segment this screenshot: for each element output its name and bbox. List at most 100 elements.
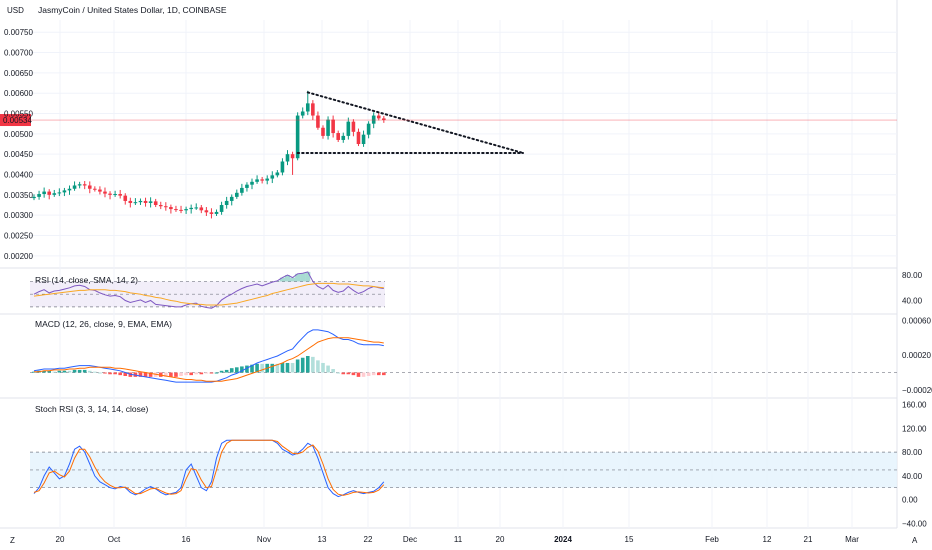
stoch-tick-label: 160.00 bbox=[902, 401, 927, 410]
macd-histogram-bar bbox=[326, 365, 330, 373]
macd-histogram-bar bbox=[311, 356, 315, 373]
candle-body bbox=[326, 119, 330, 136]
candle-body bbox=[37, 194, 41, 197]
candle-body bbox=[209, 212, 214, 214]
macd-histogram-bar bbox=[229, 368, 234, 373]
macd-histogram-bar bbox=[295, 359, 300, 373]
macd-histogram-bar bbox=[108, 372, 112, 375]
stoch-tick-label: 80.00 bbox=[902, 448, 923, 457]
candle-body bbox=[260, 179, 264, 181]
price-tick-label: 0.00650 bbox=[4, 69, 33, 78]
main-chart-title: JasmyCoin / United States Dollar, 1D, CO… bbox=[38, 5, 227, 15]
price-tick-label: 0.00250 bbox=[4, 232, 33, 241]
candle-body bbox=[280, 161, 285, 173]
macd-histogram-bar bbox=[366, 372, 371, 376]
macd-histogram-bar bbox=[174, 372, 178, 377]
macd-histogram-bar bbox=[179, 372, 183, 376]
macd-histogram-bar bbox=[224, 369, 229, 373]
macd-histogram-bar bbox=[270, 363, 275, 373]
price-tick-label: 0.00500 bbox=[4, 130, 33, 139]
candle-body bbox=[341, 135, 346, 140]
macd-histogram-bar bbox=[52, 371, 57, 373]
macd-line bbox=[33, 329, 384, 383]
candle-body bbox=[93, 188, 97, 190]
timezone-icon[interactable]: Z bbox=[10, 536, 15, 545]
candle-body bbox=[321, 127, 325, 136]
macd-tick-label: −0.00020 bbox=[902, 386, 932, 395]
candle-body bbox=[336, 133, 340, 140]
candle-body bbox=[265, 178, 270, 181]
candle-body bbox=[67, 188, 72, 191]
macd-histogram-bar bbox=[169, 372, 173, 377]
stoch-d-line bbox=[33, 439, 385, 496]
candle-body bbox=[184, 209, 188, 211]
macd-histogram-bar bbox=[113, 372, 117, 375]
auto-scale-icon[interactable]: A bbox=[912, 536, 918, 545]
macd-histogram-bar bbox=[82, 369, 87, 373]
candle-body bbox=[138, 200, 143, 203]
macd-histogram-bar bbox=[321, 362, 325, 373]
currency-label[interactable]: USD bbox=[7, 6, 24, 15]
rsi-title: RSI (14, close, SMA, 14, 2) bbox=[35, 275, 138, 285]
candle-body bbox=[290, 154, 295, 159]
macd-histogram-bar bbox=[341, 372, 346, 375]
candle-body bbox=[169, 207, 173, 210]
candle-body bbox=[331, 119, 335, 134]
candle-body bbox=[305, 103, 310, 112]
candle-body bbox=[42, 191, 46, 195]
price-tick-label: 0.00550 bbox=[4, 110, 33, 119]
price-tick-label: 0.00700 bbox=[4, 49, 33, 58]
macd-histogram-bar bbox=[189, 372, 193, 376]
candle-body bbox=[174, 209, 178, 211]
candle-body bbox=[316, 115, 320, 128]
macd-histogram-bar bbox=[123, 372, 128, 376]
macd-histogram-bar bbox=[87, 370, 92, 373]
candle-body bbox=[300, 111, 305, 116]
macd-histogram-bar bbox=[67, 370, 72, 373]
macd-histogram-bar bbox=[93, 371, 97, 373]
candle-body bbox=[255, 179, 259, 182]
time-tick-label: 12 bbox=[763, 535, 772, 544]
time-tick-label: 13 bbox=[318, 535, 327, 544]
macd-histogram-bar bbox=[316, 360, 320, 373]
price-tick-label: 0.00750 bbox=[4, 28, 33, 37]
macd-tick-label: 0.00060 bbox=[902, 316, 931, 325]
candle-body bbox=[235, 192, 239, 197]
candle-body bbox=[148, 201, 153, 203]
candle-body bbox=[52, 193, 57, 195]
rsi-overbought-area bbox=[305, 271, 311, 282]
macd-histogram-bar bbox=[260, 363, 264, 373]
time-tick-label: 16 bbox=[182, 535, 191, 544]
candle-body bbox=[72, 185, 77, 189]
macd-histogram-bar bbox=[148, 372, 153, 377]
time-tick-label: Mar bbox=[845, 535, 859, 544]
time-tick-label: Dec bbox=[403, 535, 417, 544]
time-tick-label: Feb bbox=[705, 535, 719, 544]
macd-histogram-bar bbox=[199, 372, 204, 375]
stoch-tick-label: 40.00 bbox=[902, 472, 923, 481]
macd-histogram-bar bbox=[382, 372, 386, 376]
price-tick-label: 0.00600 bbox=[4, 89, 33, 98]
macd-histogram-bar bbox=[98, 372, 102, 374]
macd-histogram-bar bbox=[331, 369, 335, 373]
candle-body bbox=[356, 131, 361, 145]
macd-histogram-bar bbox=[164, 372, 168, 377]
candle-body bbox=[240, 187, 244, 193]
candle-body bbox=[214, 211, 219, 214]
candle-body bbox=[98, 189, 102, 192]
candle-body bbox=[194, 207, 199, 209]
candle-body bbox=[270, 175, 275, 179]
candle-body bbox=[366, 123, 371, 135]
candle-body bbox=[62, 190, 67, 193]
time-tick-label: 22 bbox=[364, 535, 373, 544]
candle-body bbox=[47, 191, 52, 195]
candle-body bbox=[295, 115, 300, 159]
time-tick-label: 11 bbox=[454, 535, 463, 544]
last-price-badge bbox=[0, 114, 31, 127]
time-tick-label: 2024 bbox=[554, 535, 572, 544]
candle-body bbox=[158, 205, 163, 207]
time-tick-label: 21 bbox=[804, 535, 813, 544]
macd-histogram-bar bbox=[290, 362, 295, 373]
chart-marks bbox=[0, 90, 897, 498]
candle-body bbox=[351, 121, 356, 132]
